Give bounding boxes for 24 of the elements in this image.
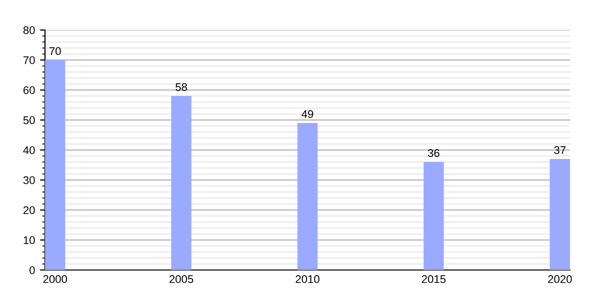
x-tick-label: 2010 <box>296 275 320 284</box>
data-label: 58 <box>176 83 187 92</box>
y-tick-label: 10 <box>24 236 35 244</box>
y-tick-label: 80 <box>23 26 35 34</box>
x-tick-label: 2015 <box>422 275 446 284</box>
bar <box>550 159 570 270</box>
y-tick-label: 70 <box>23 56 35 64</box>
data-label: 37 <box>554 146 566 154</box>
y-tick-label: 20 <box>23 206 35 214</box>
bar <box>45 60 66 270</box>
bar <box>297 123 318 270</box>
data-label: 49 <box>302 110 314 118</box>
data-label: 70 <box>49 47 61 56</box>
y-tick-label: 30 <box>23 176 35 184</box>
bar <box>171 96 192 270</box>
data-label: 36 <box>428 149 440 158</box>
x-tick-label: 2005 <box>170 275 194 284</box>
x-tick-label: 2020 <box>548 275 572 284</box>
bar <box>424 162 444 270</box>
y-tick-label: 0 <box>30 266 35 274</box>
y-tick-label: 40 <box>23 146 35 154</box>
y-tick-label: 60 <box>23 86 35 94</box>
x-tick-label: 2000 <box>43 275 68 284</box>
y-tick-label: 50 <box>23 116 35 124</box>
